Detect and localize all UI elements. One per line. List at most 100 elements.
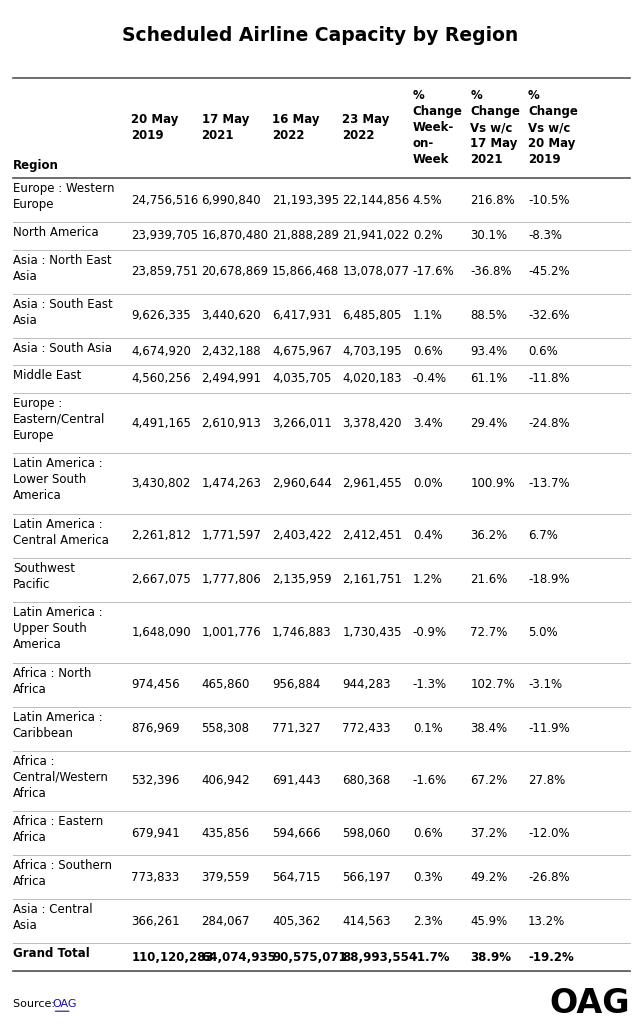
Text: 598,060: 598,060 [342,827,390,839]
Text: 3,266,011: 3,266,011 [272,416,332,430]
Text: 379,559: 379,559 [202,870,250,884]
Text: 2,960,644: 2,960,644 [272,477,332,491]
Text: 1,730,435: 1,730,435 [342,626,402,639]
Text: 1,746,883: 1,746,883 [272,626,332,639]
Text: 284,067: 284,067 [202,915,250,927]
Text: 876,969: 876,969 [131,722,180,735]
Text: -0.9%: -0.9% [413,626,447,639]
Text: 2,494,991: 2,494,991 [202,373,262,385]
Text: 691,443: 691,443 [272,774,321,788]
Text: -45.2%: -45.2% [528,265,570,278]
Text: 29.4%: 29.4% [470,416,508,430]
Text: 13.2%: 13.2% [528,915,565,927]
Text: 90,575,071: 90,575,071 [272,950,347,964]
Text: 2,135,959: 2,135,959 [272,573,332,587]
Text: 2,412,451: 2,412,451 [342,529,403,542]
Text: Middle East: Middle East [13,369,81,382]
Text: 67.2%: 67.2% [470,774,508,788]
Text: -3.1%: -3.1% [528,678,562,691]
Text: -1.6%: -1.6% [413,774,447,788]
Text: 558,308: 558,308 [202,722,250,735]
Text: 3,440,620: 3,440,620 [202,309,261,322]
Text: 6,417,931: 6,417,931 [272,309,332,322]
Text: 16,870,480: 16,870,480 [202,230,269,242]
Text: 564,715: 564,715 [272,870,321,884]
Text: -11.9%: -11.9% [528,722,570,735]
Text: %
Change
Vs w/c
20 May
2019: % Change Vs w/c 20 May 2019 [528,89,578,167]
Text: 435,856: 435,856 [202,827,250,839]
Text: 13,078,077: 13,078,077 [342,265,410,278]
Text: North America: North America [13,227,99,239]
Text: 5.0%: 5.0% [528,626,557,639]
Text: 406,942: 406,942 [202,774,250,788]
Text: 4,675,967: 4,675,967 [272,345,332,358]
Text: 3,378,420: 3,378,420 [342,416,402,430]
Text: Europe : Western
Europe: Europe : Western Europe [13,182,115,211]
Text: -18.9%: -18.9% [528,573,570,587]
Text: 680,368: 680,368 [342,774,390,788]
Text: 0.3%: 0.3% [413,870,442,884]
Text: OAG: OAG [52,999,77,1009]
Text: 2,961,455: 2,961,455 [342,477,402,491]
Text: 88.5%: 88.5% [470,309,508,322]
Text: Latin America :
Central America: Latin America : Central America [13,518,109,548]
Text: 88,993,554: 88,993,554 [342,950,417,964]
Text: 23,859,751: 23,859,751 [131,265,198,278]
Text: 1,001,776: 1,001,776 [202,626,261,639]
Text: 532,396: 532,396 [131,774,180,788]
Text: 1,771,597: 1,771,597 [202,529,262,542]
Text: 6,485,805: 6,485,805 [342,309,402,322]
Text: Asia : North East
Asia: Asia : North East Asia [13,254,111,283]
Text: 772,433: 772,433 [342,722,391,735]
Text: 2,667,075: 2,667,075 [131,573,191,587]
Text: %
Change
Week-
on-
Week: % Change Week- on- Week [413,89,463,167]
Text: 465,860: 465,860 [202,678,250,691]
Text: Scheduled Airline Capacity by Region: Scheduled Airline Capacity by Region [122,26,518,45]
Text: 21.6%: 21.6% [470,573,508,587]
Text: 594,666: 594,666 [272,827,321,839]
Text: 2,161,751: 2,161,751 [342,573,403,587]
Text: 102.7%: 102.7% [470,678,515,691]
Text: 72.7%: 72.7% [470,626,508,639]
Text: 2,261,812: 2,261,812 [131,529,191,542]
Text: -12.0%: -12.0% [528,827,570,839]
Text: 1.2%: 1.2% [413,573,443,587]
Text: 566,197: 566,197 [342,870,391,884]
Text: Southwest
Pacific: Southwest Pacific [13,562,75,591]
Text: 23,939,705: 23,939,705 [131,230,198,242]
Text: 2,610,913: 2,610,913 [202,416,261,430]
Text: 3,430,802: 3,430,802 [131,477,191,491]
Text: 405,362: 405,362 [272,915,321,927]
Text: 956,884: 956,884 [272,678,321,691]
Text: 1,474,263: 1,474,263 [202,477,262,491]
Text: -19.2%: -19.2% [528,950,573,964]
Text: Asia : South East
Asia: Asia : South East Asia [13,298,113,327]
Text: -1.3%: -1.3% [413,678,447,691]
Text: 3.4%: 3.4% [413,416,442,430]
Text: 1.1%: 1.1% [413,309,443,322]
Text: Africa : Southern
Africa: Africa : Southern Africa [13,859,112,888]
Text: -0.4%: -0.4% [413,373,447,385]
Text: 773,833: 773,833 [131,870,179,884]
Text: -11.8%: -11.8% [528,373,570,385]
Text: 0.4%: 0.4% [413,529,442,542]
Text: 0.6%: 0.6% [413,827,442,839]
Text: 2,432,188: 2,432,188 [202,345,261,358]
Text: 36.2%: 36.2% [470,529,508,542]
Text: 45.9%: 45.9% [470,915,508,927]
Text: -10.5%: -10.5% [528,194,570,207]
Text: Asia : South Asia: Asia : South Asia [13,342,112,355]
Text: 6,990,840: 6,990,840 [202,194,261,207]
Text: 100.9%: 100.9% [470,477,515,491]
Text: 38.9%: 38.9% [470,950,511,964]
Text: 20 May
2019: 20 May 2019 [131,113,179,143]
Text: 24,756,516: 24,756,516 [131,194,198,207]
Text: 110,120,283: 110,120,283 [131,950,214,964]
Text: 21,888,289: 21,888,289 [272,230,339,242]
Text: Grand Total: Grand Total [13,947,90,960]
Text: 974,456: 974,456 [131,678,180,691]
Text: 0.0%: 0.0% [413,477,442,491]
Text: 2.3%: 2.3% [413,915,442,927]
Text: 944,283: 944,283 [342,678,391,691]
Text: 4,035,705: 4,035,705 [272,373,332,385]
